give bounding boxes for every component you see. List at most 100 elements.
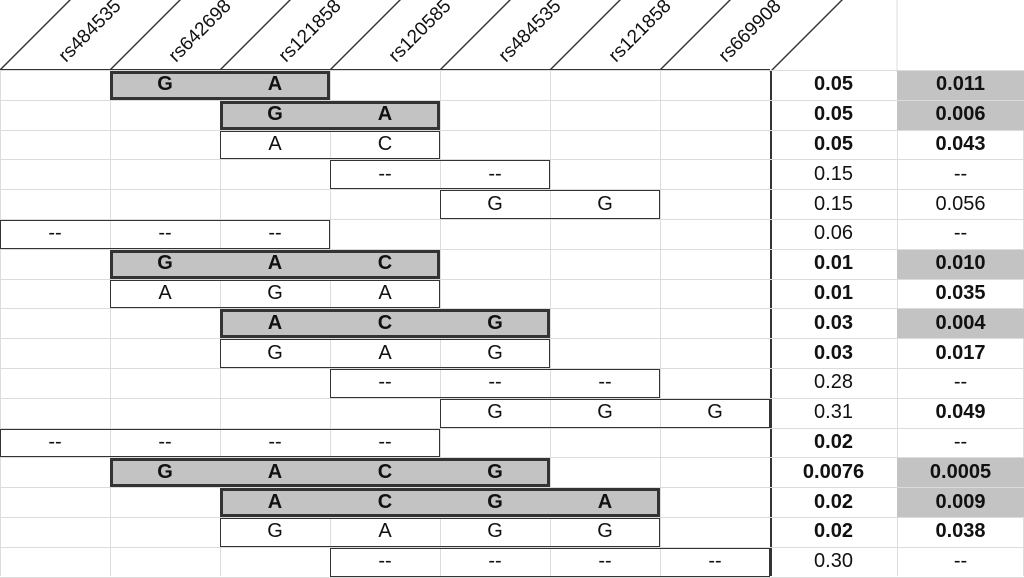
grid-row-line — [0, 129, 1024, 131]
p-value-highlight — [897, 100, 1024, 130]
allele-cell: -- — [158, 222, 172, 245]
permuted-p-value-cell: 0.043 — [935, 132, 986, 155]
permuted-p-value-cell: -- — [953, 222, 968, 245]
allele-cell: G — [267, 281, 283, 304]
snp-header: rs484535 rs642698 rs121858 rs120585 rs484535… — [0, 0, 898, 73]
haplotype-box — [110, 249, 440, 279]
p-value-highlight — [897, 488, 1024, 517]
snp-label: rs642698 — [165, 0, 236, 67]
allele-cell: G — [487, 490, 503, 513]
p-value-cell: 0.15 — [814, 162, 853, 185]
snp-label: rs669908 — [715, 0, 786, 67]
permuted-p-value-cell: 0.004 — [935, 311, 986, 334]
allele-cell: A — [378, 281, 392, 304]
allele-cell: G — [487, 311, 503, 334]
grid-column-line — [0, 70, 1, 576]
haplotype-table: G A 0.05 0.011 G A 0.05 0.006 A C 0.05 0.043 -- -- 0.1… — [0, 70, 1024, 578]
haplotype-box — [110, 279, 440, 309]
allele-cell: A — [378, 520, 392, 543]
allele-cell: C — [377, 490, 393, 513]
permuted-p-value-cell: 0.017 — [935, 341, 986, 364]
permuted-p-value-cell: 0.009 — [935, 490, 986, 513]
p-value-highlight — [897, 309, 1024, 339]
allele-cell: G — [597, 192, 613, 215]
allele-cell: A — [267, 311, 283, 334]
grid-row-line — [0, 487, 1024, 489]
haplotype-box — [0, 220, 330, 249]
allele-cell: A — [267, 490, 283, 513]
allele-cell: G — [707, 401, 723, 424]
grid-row-line — [0, 159, 1024, 161]
allele-cell: -- — [488, 371, 502, 394]
grid-column-line — [770, 70, 772, 576]
p-value-cell: 0.06 — [814, 222, 853, 245]
snp-label: rs121858 — [605, 0, 676, 67]
allele-cell: G — [267, 103, 283, 126]
allele-cell: G — [487, 341, 503, 364]
allele-cell: -- — [378, 430, 392, 453]
allele-cell: G — [267, 520, 283, 543]
allele-cell: C — [377, 460, 393, 483]
p-value-cell: 0.05 — [814, 73, 853, 96]
haplotype-box — [110, 71, 330, 100]
allele-cell: G — [487, 460, 503, 483]
allele-cell: G — [157, 252, 173, 275]
allele-cell: -- — [158, 430, 172, 453]
permuted-p-value-cell: 0.056 — [935, 192, 986, 215]
snp-label: rs121858 — [275, 0, 346, 67]
grid-row-line — [0, 457, 1024, 459]
allele-cell: -- — [268, 430, 282, 453]
permuted-p-value-cell: 0.035 — [935, 281, 986, 304]
grid-row-line — [0, 427, 1024, 429]
p-value-cell: 0.02 — [814, 430, 853, 453]
allele-cell: C — [377, 311, 393, 334]
allele-cell: G — [597, 520, 613, 543]
allele-cell: G — [597, 401, 613, 424]
grid-row-line — [0, 397, 1024, 399]
permuted-p-value-cell: -- — [953, 550, 968, 573]
allele-cell: A — [268, 132, 282, 155]
p-value-cell: 0.0076 — [802, 460, 865, 483]
allele-cell: C — [377, 252, 393, 275]
allele-cell: -- — [48, 222, 62, 245]
permuted-p-value-cell: 0.038 — [935, 520, 986, 543]
allele-cell: -- — [268, 222, 282, 245]
p-value-cell: 0.03 — [814, 311, 853, 334]
allele-cell: G — [157, 460, 173, 483]
p-value-cell: 0.01 — [814, 281, 853, 304]
grid-row-line — [0, 189, 1024, 191]
allele-cell: C — [377, 132, 393, 155]
grid-row-line — [0, 517, 1024, 518]
allele-cell: A — [378, 341, 392, 364]
grid-column-line — [550, 70, 551, 576]
permuted-p-value-cell: 0.010 — [935, 252, 986, 275]
p-value-highlight — [897, 249, 1024, 279]
permuted-p-value-cell: -- — [953, 430, 968, 453]
grid-row-line — [0, 219, 1024, 220]
allele-cell: G — [487, 520, 503, 543]
allele-cell: -- — [708, 550, 722, 573]
haplotype-box — [220, 339, 550, 368]
p-value-highlight — [897, 458, 1024, 488]
allele-cell: G — [487, 192, 503, 215]
p-value-cell: 0.28 — [814, 371, 853, 394]
haplotype-box — [220, 309, 550, 339]
haplotype-box — [330, 369, 660, 398]
haplotype-box — [330, 160, 550, 190]
permuted-p-value-cell: -- — [953, 162, 968, 185]
allele-cell: G — [267, 341, 283, 364]
haplotype-box — [220, 518, 660, 547]
p-value-highlight — [897, 71, 1024, 100]
allele-cell: G — [157, 73, 173, 96]
allele-cell: -- — [488, 162, 502, 185]
p-value-cell: 0.30 — [814, 550, 853, 573]
allele-cell: A — [597, 490, 613, 513]
snp-label: rs120585 — [385, 0, 456, 67]
grid-row-line — [0, 99, 1024, 101]
grid-row-line — [0, 70, 1024, 71]
grid-row-line — [0, 576, 1024, 578]
grid-column-line — [110, 70, 111, 576]
grid-row-line — [0, 308, 1024, 310]
header-divider — [109, 0, 181, 71]
snp-label: rs484535 — [55, 0, 126, 67]
